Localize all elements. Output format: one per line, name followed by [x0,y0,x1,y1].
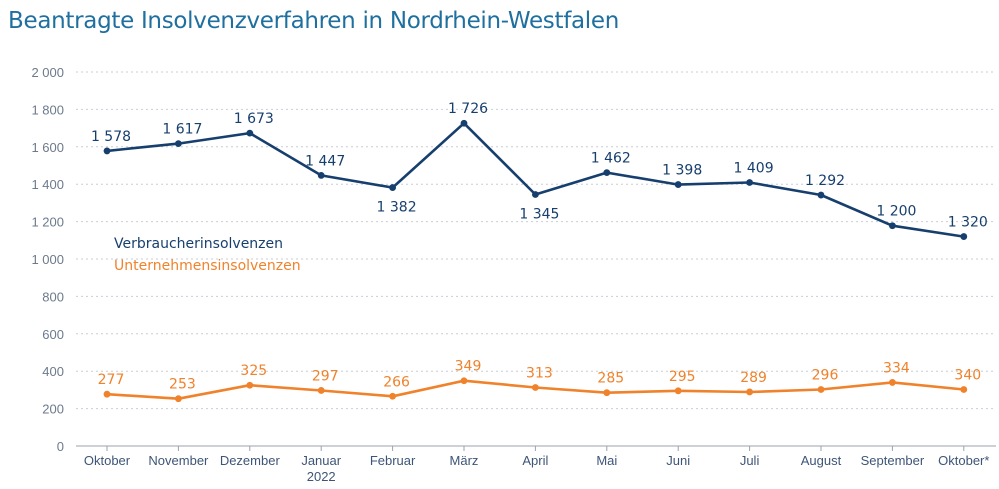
data-point [103,147,111,155]
x-tick-label: Dezember [220,453,281,468]
data-point [246,129,254,137]
data-label: 334 [883,360,910,376]
data-label: 277 [98,372,125,388]
data-point [175,395,182,403]
data-point [746,388,753,396]
data-label: 285 [597,371,624,387]
data-point [246,381,254,389]
y-tick-label: 1 800 [31,102,64,117]
data-label: 1 447 [305,153,345,169]
x-tick-label: 2022 [307,469,336,484]
data-point [674,181,682,188]
data-point [889,379,896,386]
data-point [817,386,825,393]
data-point [103,390,111,398]
x-tick-label: März [450,453,479,468]
x-tick-label: Mai [596,453,617,468]
legend: Verbraucherinsolvenzen Unternehmensinsolv… [114,236,301,274]
data-point [603,389,611,397]
y-tick-label: 1 000 [31,252,64,267]
data-labels: 1 578 1 617 1 673 1 447 1 382 1 726 1 345 1 462… [91,101,988,392]
y-tick-label: 1 400 [31,177,64,192]
x-tick-label: September [861,453,925,468]
data-point [674,387,682,395]
y-tick-label: 2 000 [31,65,64,80]
data-point [175,140,182,148]
legend-item-verbraucher: Verbraucherinsolvenzen [114,236,283,252]
data-label: 1 345 [519,206,559,222]
y-tick-label: 600 [42,327,64,342]
chart-title: Beantragte Insolvenzverfahren in Nordrhe… [8,8,620,34]
data-point [960,386,968,393]
data-label: 266 [383,374,410,390]
x-tick-label: Februar [370,453,416,468]
data-point [532,384,539,391]
data-label: 1 617 [162,122,202,138]
data-label: 1 673 [234,111,274,127]
data-label: 313 [526,365,553,381]
series-lines [103,119,968,403]
data-label: 349 [455,359,482,375]
data-label: 1 292 [805,173,845,189]
data-point [960,233,968,240]
data-label: 1 398 [662,163,702,179]
x-tick-label: Januar [301,453,341,468]
data-label: 1 578 [91,129,131,145]
data-label: 325 [240,363,267,379]
y-tick-label: 1 200 [31,215,64,230]
x-tick-label: August [801,453,842,468]
x-tick-label: Juli [740,453,760,468]
data-point [817,191,825,199]
x-tick-label: Oktober* [938,453,989,468]
data-point [389,184,396,191]
data-point [532,191,539,198]
data-point [389,392,396,400]
data-label: 1 382 [377,200,417,216]
y-axis: 2 000 1 800 1 600 1 400 1 200 1 000 800 600 400 2… [31,65,64,454]
data-label: 295 [669,369,696,385]
data-label: 297 [312,368,339,384]
data-label: 253 [169,377,196,393]
x-tick-label: Oktober [84,453,131,468]
x-tick-label: November [148,453,209,468]
data-label: 1 726 [448,101,488,117]
data-point [746,179,753,186]
data-point [889,222,896,230]
data-point [460,377,468,385]
x-tick-label: Juni [666,453,690,468]
data-label: 1 320 [948,215,988,231]
data-label: 289 [740,370,767,386]
data-label: 296 [812,368,839,384]
x-tick-label: April [522,453,548,468]
data-point [317,387,325,394]
y-tick-label: 200 [42,402,64,417]
y-tick-label: 0 [57,439,64,454]
data-point [460,119,468,127]
data-label: 1 200 [876,204,916,220]
data-point [317,172,325,179]
y-tick-label: 1 600 [31,140,64,155]
data-label: 1 409 [734,161,774,177]
data-label: 1 462 [591,151,631,167]
grid-lines [76,71,996,410]
data-label: 340 [954,368,981,384]
legend-item-unternehmen: Unternehmensinsolvenzen [114,258,301,274]
y-tick-label: 800 [42,289,64,304]
y-tick-label: 400 [42,364,64,379]
data-point [603,169,611,177]
